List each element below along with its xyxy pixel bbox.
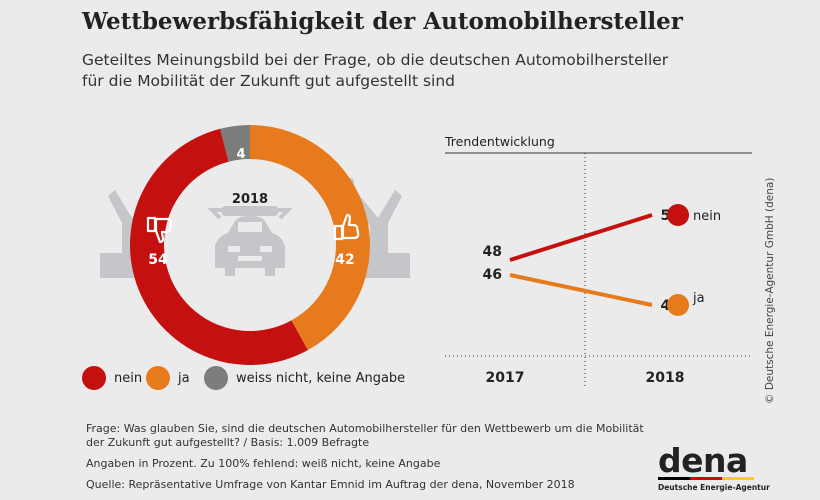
trend-chart: 48544642 2017 2018 nein ja <box>445 152 752 386</box>
footer-question: Frage: Was glauben Sie, sind die deutsch… <box>86 422 686 450</box>
legend-swatch-ja <box>146 366 170 390</box>
trend-legend-ja-label: ja <box>692 291 705 306</box>
slice-label-nein: 54 <box>148 252 168 268</box>
trend-value-nein-2017: 48 <box>483 244 502 260</box>
car-body <box>215 216 285 276</box>
car-icon <box>207 206 293 220</box>
footer-notes: Frage: Was glauben Sie, sind die deutsch… <box>86 422 686 499</box>
slice-label-ja: 42 <box>335 252 354 268</box>
subtitle-line-2: für die Mobilität der Zukunft gut aufges… <box>82 72 456 90</box>
legend-swatch-weiss-nicht <box>204 366 228 390</box>
trend-marks: 48544642 <box>483 204 689 316</box>
trend-chart-title: Trendentwicklung <box>445 134 555 149</box>
thumbs-down-icon <box>146 216 173 244</box>
donut-slice-nein <box>130 128 308 365</box>
legend-item-nein: nein <box>82 366 142 390</box>
donut-center-label: 2018 <box>232 192 268 207</box>
dena-logo-stripe <box>658 477 754 480</box>
trend-legend-nein-label: nein <box>693 209 721 224</box>
dena-logo: dena Deutsche Energie-Agentur <box>658 441 770 492</box>
slice-label-weiss-nicht: 4 <box>236 147 245 162</box>
footer-note: Angaben in Prozent. Zu 100% fehlend: wei… <box>86 457 441 470</box>
donut-slice-weiss-nicht <box>220 125 250 162</box>
trend-legend-dot-nein <box>667 204 689 226</box>
legend-swatch-nein <box>82 366 106 390</box>
copyright-credit: © Deutsche Energie-Agentur GmbH (dena) <box>764 177 776 404</box>
dena-logo-subtitle: Deutsche Energie-Agentur <box>658 483 770 492</box>
page-title: Wettbewerbsfähigkeit der Automobilherste… <box>82 8 683 35</box>
trend-line-ja <box>509 273 653 307</box>
x-tick-2018: 2018 <box>646 370 685 386</box>
subtitle-line-1: Geteiltes Meinungsbild bei der Frage, ob… <box>82 51 669 69</box>
trend-legend-dot-ja <box>667 294 689 316</box>
page-subtitle: Geteiltes Meinungsbild bei der Frage, ob… <box>82 50 722 92</box>
thumbs-up-icon <box>333 213 360 241</box>
trend-value-ja-2017: 46 <box>483 267 502 283</box>
footer-source: Quelle: Repräsentative Umfrage von Kanta… <box>86 478 575 491</box>
donut-slice-ja <box>250 125 371 351</box>
legend-label-ja: ja <box>178 370 190 386</box>
trend-line-nein <box>509 213 653 262</box>
legend-label-nein: nein <box>114 370 143 386</box>
donut-chart: 2018 54 42 4 <box>100 125 410 365</box>
x-tick-2017: 2017 <box>486 370 525 386</box>
footer-question-line-2: der Zukunft gut aufgestellt? / Basis: 1.… <box>86 436 370 449</box>
legend-label-weiss-nicht: weiss nicht, keine Angabe <box>236 370 406 386</box>
legend-item-ja: ja <box>146 366 190 390</box>
footer-question-line-1: Frage: Was glauben Sie, sind die deutsch… <box>86 422 644 435</box>
dena-logo-word: dena <box>658 441 748 480</box>
legend-item-weiss-nicht: weiss nicht, keine Angabe <box>204 366 405 390</box>
donut-slices <box>130 125 371 365</box>
